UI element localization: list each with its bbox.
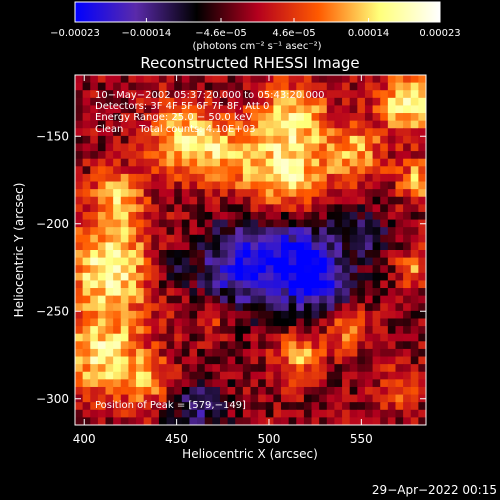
colorbar-tick-label: 0.00023: [419, 28, 460, 39]
x-tick-label: 450: [165, 432, 188, 446]
colorbar-tick-label: −0.00023: [50, 28, 100, 39]
chart-title: Reconstructed RHESSI Image: [140, 54, 359, 72]
annotation-detectors: Detectors: 3F 4F 5F 6F 7F 8F, Att 0: [95, 101, 269, 112]
colorbar-tick-label: 4.6e−05: [272, 28, 315, 39]
y-tick-label: −250: [36, 304, 69, 318]
colorbar-tick-label: −4.6e−05: [195, 28, 247, 39]
annotation-peak: Position of Peak = [579,−149]: [95, 400, 246, 411]
x-tick-label: 400: [73, 432, 96, 446]
colorbar: [74, 1, 441, 23]
x-axis-label: Heliocentric X (arcsec): [182, 447, 318, 461]
annotation-energy: Energy Range: 25.0 − 50.0 keV: [95, 112, 252, 123]
annotation-time: 10−May−2002 05:37:20.000 to 05:43:20.000: [95, 90, 325, 101]
plot-frame: [74, 74, 427, 426]
footer-timestamp: 29−Apr−2022 00:15: [372, 483, 497, 497]
x-tick-label: 500: [258, 432, 281, 446]
colorbar-tick-label: −0.00014: [122, 28, 172, 39]
y-tick-label: −200: [36, 217, 69, 231]
y-tick-label: −150: [36, 129, 69, 143]
y-tick-label: −300: [36, 392, 69, 406]
annotation-clean: Clean Total counts: 4.10E+03: [95, 124, 255, 135]
heatmap-image: [75, 75, 426, 425]
x-tick-label: 550: [350, 432, 373, 446]
colorbar-unit: (photons cm⁻² s⁻¹ asec⁻²): [192, 41, 321, 52]
colorbar-tick-label: 0.00014: [348, 28, 389, 39]
y-axis-ticks: −300 −250 −200 −150: [36, 129, 426, 406]
y-axis-label: Heliocentric Y (arcsec): [12, 183, 26, 318]
colorbar-ticks: −0.00023 −0.00014 −4.6e−05 4.6e−05 0.00014 0.…: [50, 18, 461, 39]
x-axis-ticks: 400 450 500 550: [73, 75, 373, 446]
